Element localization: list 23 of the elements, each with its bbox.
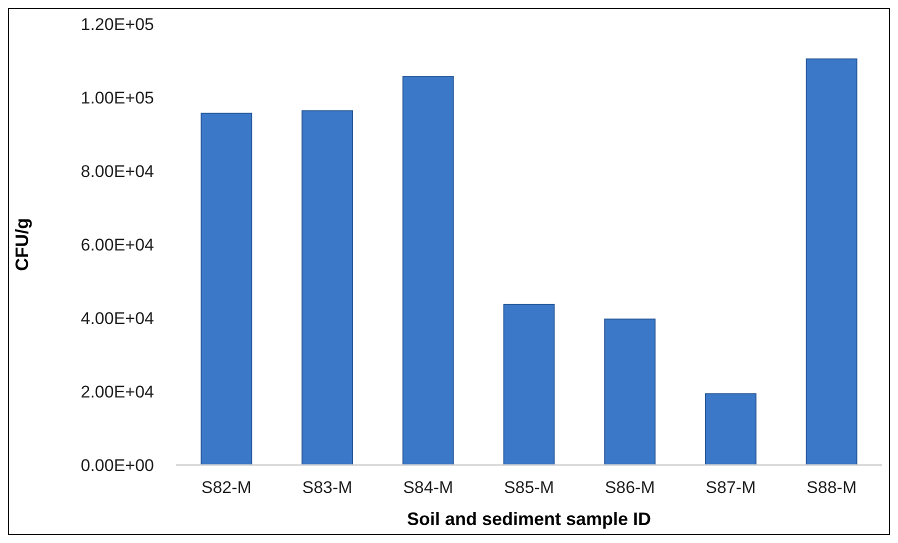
x-tick-label: S87-M [706,478,756,497]
bar [302,110,353,466]
bar [200,112,252,466]
y-tick-label: 2.00E+04 [80,382,154,402]
x-tick-label: S85-M [504,478,554,497]
y-tick-label: 8.00E+04 [80,162,154,181]
y-tick-label: 1.00E+05 [80,88,154,108]
y-tick-label: 4.00E+04 [80,308,154,328]
bar [806,58,858,466]
bar [604,318,656,466]
y-tick-label: 6.00E+04 [80,235,154,254]
bar [503,304,555,466]
x-tick-label: S84-M [403,478,454,497]
bar [705,393,756,466]
y-tick-label: 0.00E+00 [80,456,154,475]
y-axis-title: CFU/g [12,218,32,271]
x-tick-label: S88-M [806,478,857,497]
bar [402,76,454,466]
x-axis-title: Soil and sediment sample ID [406,509,652,529]
x-tick-label: S82-M [201,478,252,497]
x-tick-label: S86-M [604,478,655,497]
y-tick-label: 1.20E+05 [80,14,154,34]
x-tick-label: S83-M [302,478,352,497]
